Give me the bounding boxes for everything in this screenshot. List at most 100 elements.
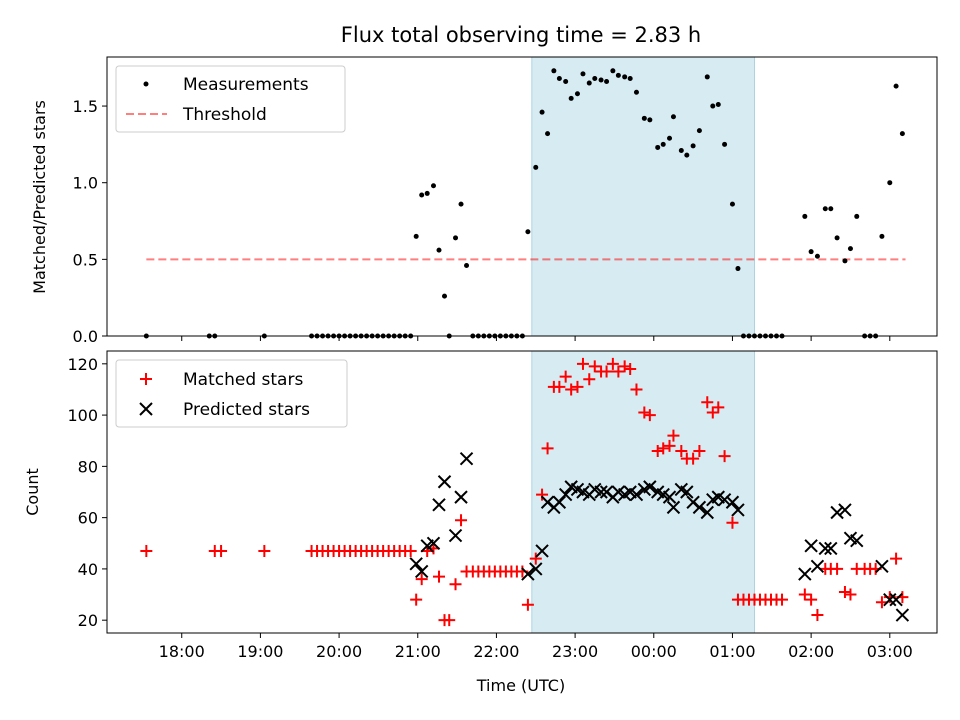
x-tick-label: 23:00 bbox=[552, 642, 598, 661]
measurement-point bbox=[586, 80, 592, 86]
matched-star-point bbox=[410, 593, 423, 606]
measurement-point bbox=[551, 68, 557, 74]
legend-matched-marker bbox=[140, 373, 152, 385]
predicted-star-point bbox=[529, 562, 543, 576]
measurement-point bbox=[802, 213, 808, 219]
measurement-point bbox=[684, 152, 690, 158]
matched-star-point bbox=[612, 365, 625, 378]
bottom-x-axis: 18:00 19:00 20:00 21:00 22:00 23:00 00:00 01:00… bbox=[159, 633, 913, 661]
bottom-legend: Matched stars Predicted stars bbox=[115, 359, 348, 428]
measurement-point bbox=[670, 114, 676, 120]
measurement-point bbox=[633, 89, 639, 95]
measurement-point bbox=[710, 103, 716, 109]
measurement-point bbox=[854, 213, 860, 219]
matched-star-point bbox=[443, 614, 456, 627]
matched-star-point bbox=[643, 409, 656, 422]
measurement-point bbox=[729, 201, 735, 207]
measurement-point bbox=[808, 249, 814, 255]
matched-star-point bbox=[565, 383, 578, 396]
predicted-star-point bbox=[448, 528, 463, 543]
matched-star-point bbox=[890, 552, 903, 565]
predicted-star-point bbox=[454, 490, 468, 504]
predicted-star-point bbox=[414, 564, 429, 579]
legend-measurements-marker bbox=[143, 81, 149, 87]
matched-star-point bbox=[776, 593, 789, 606]
x-axis-label: Time (UTC) bbox=[476, 676, 565, 695]
predicted-star-point bbox=[459, 451, 474, 466]
measurement-point bbox=[598, 77, 604, 83]
measurement-point bbox=[622, 74, 628, 80]
matched-star-point bbox=[798, 588, 811, 601]
measurement-point bbox=[413, 233, 419, 239]
chart-title: Flux total observing time = 2.83 h bbox=[341, 23, 701, 47]
x-tick-label: 03:00 bbox=[867, 642, 913, 661]
measurement-point bbox=[545, 131, 551, 137]
measurement-point bbox=[430, 183, 436, 189]
x-tick-label: 18:00 bbox=[159, 642, 205, 661]
measurement-point bbox=[539, 109, 545, 115]
measurement-point bbox=[847, 246, 853, 252]
predicted-star-point bbox=[830, 505, 844, 520]
matched-star-point bbox=[624, 362, 637, 375]
matched-star-point bbox=[529, 552, 542, 565]
matched-star-point bbox=[706, 406, 719, 419]
bottom-y-tick-label: 20 bbox=[78, 611, 98, 630]
matched-star-point bbox=[693, 444, 706, 457]
measurement-point bbox=[842, 258, 848, 264]
measurement-point bbox=[424, 190, 430, 196]
bottom-legend-box bbox=[115, 359, 348, 428]
measurement-point bbox=[604, 79, 610, 85]
legend-predicted-label: Predicted stars bbox=[183, 400, 310, 420]
measurement-point bbox=[893, 83, 899, 89]
matched-star-point bbox=[571, 380, 584, 393]
measurement-point bbox=[556, 75, 562, 81]
predicted-star-point bbox=[521, 567, 535, 581]
measurement-point bbox=[610, 68, 616, 74]
measurement-point bbox=[715, 102, 721, 108]
measurement-point bbox=[563, 79, 569, 85]
matched-star-point bbox=[638, 406, 651, 419]
measurement-point bbox=[814, 253, 820, 259]
predicted-star-point bbox=[818, 541, 832, 556]
measurement-point bbox=[899, 131, 905, 137]
matched-star-point bbox=[583, 373, 596, 386]
bottom-axes-frame bbox=[106, 350, 938, 634]
matched-star-point bbox=[140, 544, 153, 557]
matched-star-point bbox=[657, 442, 670, 455]
matched-star-point bbox=[651, 444, 664, 457]
top-panel: 0.0 0.5 1.0 1.5 Matched/Predicted stars Mea… bbox=[30, 56, 938, 346]
matched-star-point bbox=[606, 357, 619, 370]
predicted-star-point bbox=[535, 544, 549, 558]
measurement-point bbox=[533, 164, 539, 170]
measurement-point bbox=[592, 75, 598, 81]
measurement-points bbox=[143, 68, 905, 339]
measurement-point bbox=[647, 117, 653, 123]
matched-star-point bbox=[726, 516, 739, 529]
measurement-point bbox=[525, 229, 531, 235]
matched-star-point bbox=[559, 370, 572, 383]
bottom-y-tick-label: 100 bbox=[67, 406, 98, 425]
matched-star-point bbox=[600, 365, 613, 378]
predicted-star-point bbox=[875, 559, 889, 574]
matched-star-point bbox=[521, 598, 534, 611]
matched-star-point bbox=[258, 544, 271, 557]
predicted-star-point bbox=[798, 567, 812, 581]
predicted-star-point bbox=[717, 492, 732, 507]
x-tick-label: 21:00 bbox=[395, 642, 441, 661]
matched-star-point bbox=[536, 488, 549, 501]
predicted-star-point bbox=[432, 498, 446, 512]
bottom-y-tick-label: 120 bbox=[67, 355, 98, 374]
matched-star-point bbox=[805, 593, 818, 606]
x-tick-label: 02:00 bbox=[788, 642, 834, 661]
count-points bbox=[140, 357, 910, 627]
matched-star-point bbox=[718, 450, 731, 463]
top-legend-box bbox=[115, 65, 346, 133]
predicted-star-point bbox=[824, 541, 838, 556]
x-tick-label: 00:00 bbox=[631, 642, 677, 661]
measurement-point bbox=[627, 75, 633, 81]
matched-star-point bbox=[618, 360, 631, 373]
bottom-y-tick-label: 40 bbox=[78, 560, 98, 579]
measurement-point bbox=[704, 74, 710, 80]
predicted-star-point bbox=[810, 559, 825, 574]
legend-measurements-label: Measurements bbox=[183, 75, 309, 95]
